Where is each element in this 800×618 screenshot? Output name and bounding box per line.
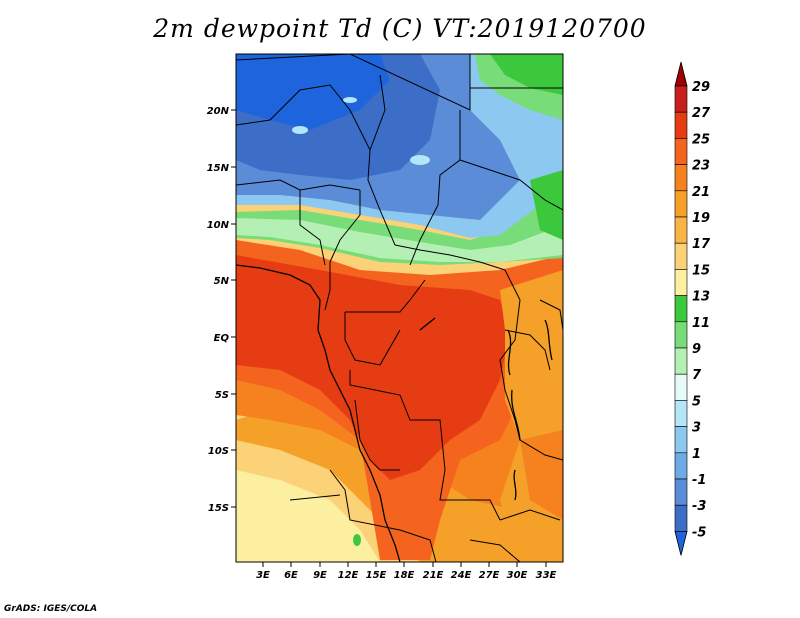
x-tick-label: 21E: [423, 570, 444, 581]
x-tick-label: 27E: [479, 570, 500, 581]
grads-credit: GrADS: IGES/COLA: [4, 604, 98, 614]
y-tick-label: EQ: [214, 333, 230, 344]
x-tick-label: 12E: [338, 570, 359, 581]
y-tick-label: 5S: [215, 390, 229, 401]
map-frame: [235, 53, 564, 563]
colorbar-swatch: [674, 373, 688, 401]
country-borders: [236, 54, 563, 562]
colorbar-label: 3: [692, 421, 701, 436]
plot-title: 2m dewpoint Td (C) VT:2019120700: [153, 14, 647, 43]
coastlines: [236, 264, 553, 562]
x-tick-label: 3E: [256, 570, 270, 581]
x-tick-label: 6E: [284, 570, 298, 581]
colorbar-swatch: [674, 478, 688, 506]
colorbar-swatch: [674, 216, 688, 244]
colorbar-swatch: [674, 190, 688, 218]
colorbar-label: 17: [692, 237, 711, 252]
colorbar-label: 19: [692, 211, 710, 226]
y-tick-label: 10N: [207, 220, 230, 231]
colorbar-label: 5: [692, 394, 701, 409]
colorbar-label: 13: [692, 290, 710, 305]
x-tick-label: 15E: [366, 570, 387, 581]
x-tick-label: 30E: [507, 570, 528, 581]
colorbar-label: 15: [692, 263, 710, 278]
colorbar-swatch: [674, 426, 688, 454]
colorbar-label: 9: [692, 342, 701, 357]
colorbar-label: 21: [692, 185, 710, 200]
dewpoint-field: [236, 54, 563, 562]
colorbar-top-arrow: [674, 61, 688, 87]
colorbar-swatch: [674, 504, 688, 532]
y-tick-label: 15S: [208, 503, 229, 514]
colorbar-label: -5: [692, 525, 706, 540]
colorbar-swatch: [674, 138, 688, 165]
colorbar-label: 7: [692, 368, 702, 383]
colorbar-label: 29: [692, 80, 710, 95]
x-tick-label: 18E: [394, 570, 415, 581]
x-axis-ticks: 3E 6E 9E 12E 15E 18E 21E 24E 27E 30E 33E: [256, 562, 557, 581]
colorbar-label: 27: [692, 106, 711, 121]
colorbar-swatch: [674, 164, 688, 192]
colorbar-label: 25: [692, 132, 710, 147]
colorbar-swatch: [674, 295, 688, 323]
x-tick-label: 24E: [451, 570, 472, 581]
colorbar-swatch: [674, 242, 688, 270]
colorbar-label: 1: [692, 447, 701, 462]
y-tick-label: 5N: [214, 276, 230, 287]
colorbar-label: 11: [692, 316, 710, 331]
colorbar-label: -3: [692, 499, 706, 514]
colorbar-swatch: [674, 347, 688, 375]
colorbar-swatch: [674, 452, 688, 480]
y-tick-label: 20N: [207, 106, 230, 117]
x-tick-label: 33E: [536, 570, 557, 581]
colorbar-swatch: [674, 85, 688, 113]
colorbar-label: 23: [692, 159, 710, 174]
colorbar-swatch: [674, 400, 688, 427]
colorbar: 29 27 25 23 21 19 17 15 13 11 9 7 5 3 1 -1 -3 -5: [674, 61, 711, 556]
colorbar-bottom-arrow: [674, 531, 688, 556]
colorbar-label: -1: [692, 473, 706, 488]
colorbar-swatch: [674, 321, 688, 349]
y-axis-ticks: 20N 15N 10N 5N EQ 5S 10S 15S: [207, 106, 236, 514]
x-tick-label: 9E: [313, 570, 327, 581]
y-tick-label: 15N: [207, 163, 230, 174]
colorbar-swatch: [674, 269, 688, 296]
colorbar-swatch: [674, 111, 688, 139]
y-tick-label: 10S: [208, 446, 229, 457]
